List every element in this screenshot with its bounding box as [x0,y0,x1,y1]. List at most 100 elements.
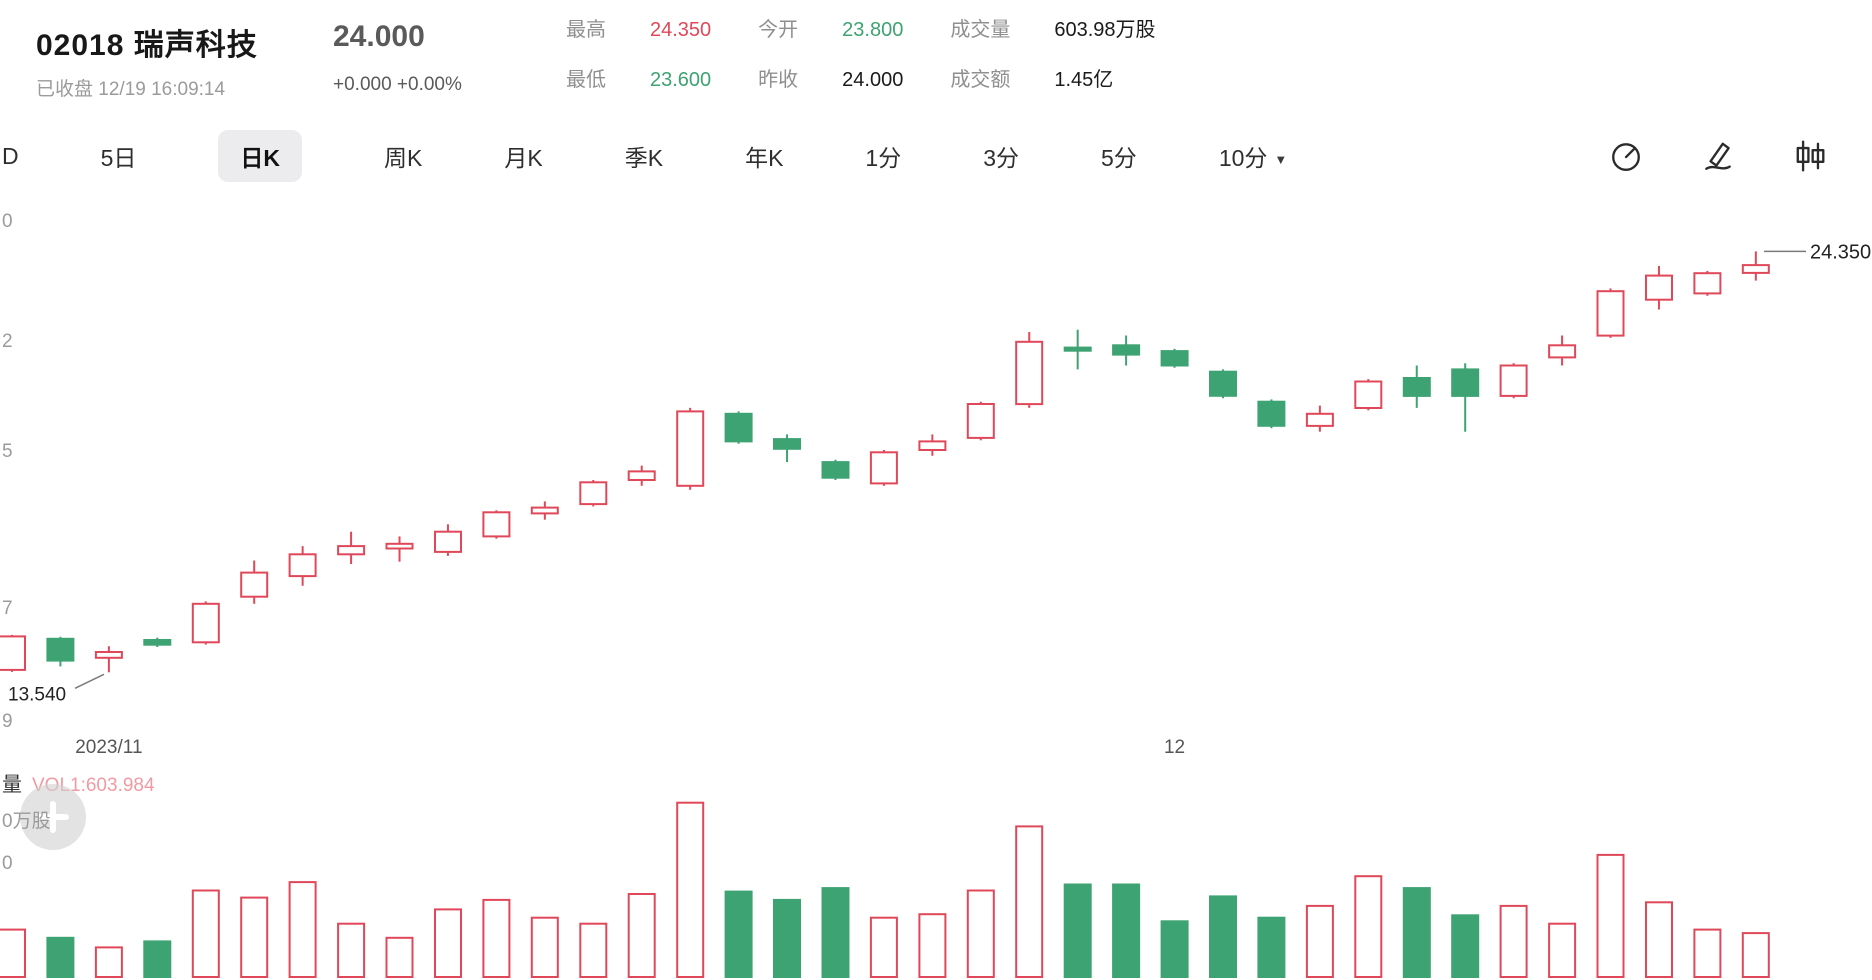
price-change: +0.000 +0.00% [333,74,462,95]
period-tabbar: D 5日 日K 周K 月K 季K 年K 1分 3分 5分 10分 ▼ [0,118,1872,194]
stat-column: 今开 23.800 昨收 24.000 [758,18,903,92]
volume-chart-canvas [0,801,1770,979]
volume-scale-label: 0万股 [2,811,51,832]
candle [1112,335,1141,366]
volume-bar [1015,825,1044,979]
stat-label: 最高 [566,19,606,41]
volume-label-fragment: 量 [2,774,22,796]
x-axis: 2023/11 12 [0,737,1872,763]
volume-header: 量 VOL1:603.984 [2,768,155,797]
volume-bar [240,896,269,978]
tab-label: 1分 [865,145,902,171]
volume-bar [676,801,705,979]
stat-value: 603.98万股 [1054,19,1156,41]
candle [724,411,753,444]
volume-scale-label: 0 [2,853,13,874]
tab-周K[interactable]: 周K [384,139,422,173]
tab-label: 3分 [983,145,1020,171]
candle [1257,399,1286,429]
candle [288,546,317,586]
volume-bar [191,889,220,978]
tab-季K[interactable]: 季K [625,139,663,173]
volume-chart[interactable] [0,795,1872,980]
price-chart[interactable]: 0 2 5 7 9 24.350 13.540 [0,195,1872,740]
stat-row: 成交量 603.98万股 [950,18,1155,42]
candle [627,465,656,486]
market-status: 已收盘 12/19 16:09:14 [36,79,226,100]
tab-label: 周K [384,145,423,171]
candle [1548,335,1577,366]
y-axis-label: 0 [2,211,13,232]
price-chart-canvas: 0 2 5 7 9 24.350 13.540 [0,211,1871,732]
candle [1209,369,1237,399]
kline-style-icon[interactable] [1792,138,1828,174]
candle [143,637,172,647]
stat-value: 24.350 [650,19,712,41]
volume-bar [1160,920,1189,979]
volume-bar [1499,904,1528,978]
stat-value: 23.600 [650,69,712,91]
volume-bar [1112,883,1141,978]
tab-日K[interactable]: 日K [218,130,303,182]
gauge-icon[interactable] [1608,138,1644,174]
candle [1451,363,1480,432]
tab-3分[interactable]: 3分 [983,139,1019,173]
tab-月K[interactable]: 月K [504,139,542,173]
volume-bar [0,928,26,979]
tab-label: 5分 [1101,145,1137,171]
candle [385,536,414,562]
tab-label: D [2,142,19,169]
volume-bar [1257,916,1286,978]
candle [94,646,123,673]
volume-bar [966,889,995,978]
tab-label: 日K [240,145,281,171]
tab-label: 月K [504,145,543,171]
candle [482,510,511,539]
volume-bar [337,922,366,978]
candle [1015,332,1044,408]
volume-bar [1402,887,1431,978]
candle [1063,329,1092,370]
candle [1596,288,1625,338]
x-axis-label: 12 [1163,737,1186,758]
candle [676,407,705,490]
pen-icon[interactable] [1700,138,1736,174]
volume-bar [579,922,608,978]
tab-5分[interactable]: 5分 [1101,139,1137,173]
volume-bar [773,898,801,978]
candle [1499,363,1528,399]
stat-label: 今开 [758,19,799,41]
candle [869,450,898,486]
stat-column: 最高 24.350 最低 23.600 [566,18,711,92]
candle [191,601,220,645]
quote-stats: 最高 24.350 最低 23.600 今开 23.800 昨收 24.000 成交量 603.9… [566,18,1156,92]
volume-bar [1063,883,1092,978]
stat-label: 成交额 [950,69,1011,91]
tab-5日[interactable]: 5日 [101,139,137,173]
y-axis-label: 9 [2,711,13,732]
tab-10分[interactable]: 10分 ▼ [1219,139,1287,173]
stat-row: 成交额 1.45亿 [950,68,1155,92]
tab-1分[interactable]: 1分 [865,139,901,173]
chart-toolbar [1608,138,1828,174]
stat-label: 成交量 [950,19,1011,41]
candle [530,501,559,520]
high-price-marker: 24.350 [1810,241,1871,263]
candle [1402,365,1431,408]
tab-年K[interactable]: 年K [745,139,783,173]
tab-D[interactable]: D [2,143,19,170]
volume-bar [482,898,511,978]
y-axis-label: 5 [2,441,13,462]
volume-bar [1548,922,1577,978]
candle [240,560,269,604]
stat-value: 24.000 [842,69,904,91]
volume-bar [288,881,317,978]
candle [1160,348,1189,368]
watermark-plus-icon [20,784,86,850]
candle [821,459,850,480]
volume-bar [1693,928,1722,979]
stat-column: 成交量 603.98万股成交额 1.45亿 [950,18,1155,92]
volume-bar [94,946,123,978]
volume-bar [821,887,850,978]
